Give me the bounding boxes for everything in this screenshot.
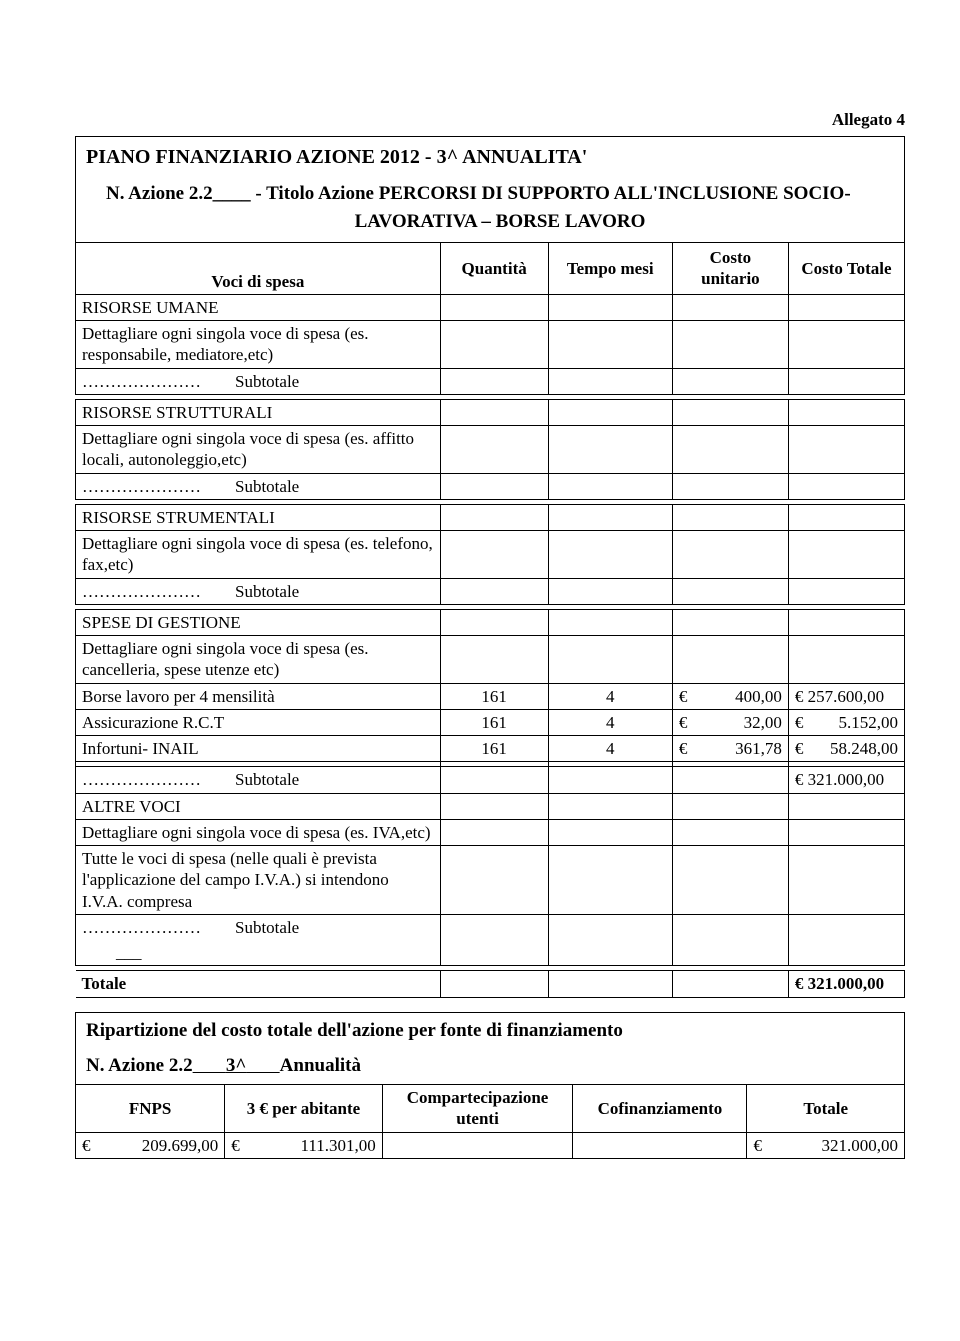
header-tempo: Tempo mesi: [548, 242, 672, 294]
lower-header-fnps: FNPS: [76, 1085, 225, 1133]
section-umane-detail: Dettagliare ogni singola voce di spesa (…: [76, 321, 441, 369]
table-row: Borse lavoro per 4 mensilità 161 4 €400,…: [76, 683, 905, 709]
table-row: Assicurazione R.C.T 161 4 €32,00 €5.152,…: [76, 709, 905, 735]
table-row: Infortuni- INAIL 161 4 €361,78 €58.248,0…: [76, 736, 905, 762]
section-gestione-title: SPESE DI GESTIONE: [76, 609, 441, 635]
section-strumentali-title: RISORSE STRUMENTALI: [76, 504, 441, 530]
allegato-label: Allegato 4: [75, 110, 905, 130]
totale-label: Totale: [76, 971, 441, 997]
section-strutturali-subtotal: Subtotale: [76, 473, 441, 499]
section-strutturali-detail: Dettagliare ogni singola voce di spesa (…: [76, 426, 441, 474]
action-line-1: N. Azione 2.2____ - Titolo Azione PERCOR…: [76, 178, 905, 208]
main-table: PIANO FINANZIARIO AZIONE 2012 - 3^ ANNUA…: [75, 136, 905, 998]
section-umane-subtotal: Subtotale: [76, 368, 441, 394]
totale-value: € 321.000,00: [788, 971, 904, 997]
header-totale: Costo Totale: [788, 242, 904, 294]
section-gestione-subtotal: Subtotale: [76, 767, 441, 793]
table-title: PIANO FINANZIARIO AZIONE 2012 - 3^ ANNUA…: [76, 137, 905, 179]
subtotal-gestione-value: € 321.000,00: [788, 767, 904, 793]
section-strutturali-title: RISORSE STRUTTURALI: [76, 399, 441, 425]
section-altre-note: Tutte le voci di spesa (nelle quali è pr…: [76, 846, 441, 915]
lower-header-totale: Totale: [747, 1085, 905, 1133]
section-strumentali-detail: Dettagliare ogni singola voce di spesa (…: [76, 531, 441, 579]
header-voci: Voci di spesa: [76, 242, 441, 294]
header-unitario: Costo unitario: [672, 242, 788, 294]
lower-header-compart: Compartecipazione utenti: [382, 1085, 573, 1133]
section-altre-subtotal: Subtotale: [76, 914, 441, 940]
section-altre-detail: Dettagliare ogni singola voce di spesa (…: [76, 819, 441, 845]
header-quantita: Quantità: [440, 242, 548, 294]
table-row: €209.699,00 €111.301,00 €321.000,00: [76, 1132, 905, 1158]
lower-header-cofin: Cofinanziamento: [573, 1085, 747, 1133]
section-altre-title: ALTRE VOCI: [76, 793, 441, 819]
section-strumentali-subtotal: Subtotale: [76, 578, 441, 604]
action-line-2: LAVORATIVA – BORSE LAVORO: [76, 208, 905, 242]
lower-table: Ripartizione del costo totale dell'azion…: [75, 1012, 905, 1159]
lower-header-abitante: 3 € per abitante: [225, 1085, 383, 1133]
lower-title: Ripartizione del costo totale dell'azion…: [76, 1012, 905, 1048]
section-umane-title: RISORSE UMANE: [76, 294, 441, 320]
section-gestione-detail: Dettagliare ogni singola voce di spesa (…: [76, 636, 441, 684]
lower-azione-line: N. Azione 2.2 3^ Annualità: [76, 1048, 905, 1084]
